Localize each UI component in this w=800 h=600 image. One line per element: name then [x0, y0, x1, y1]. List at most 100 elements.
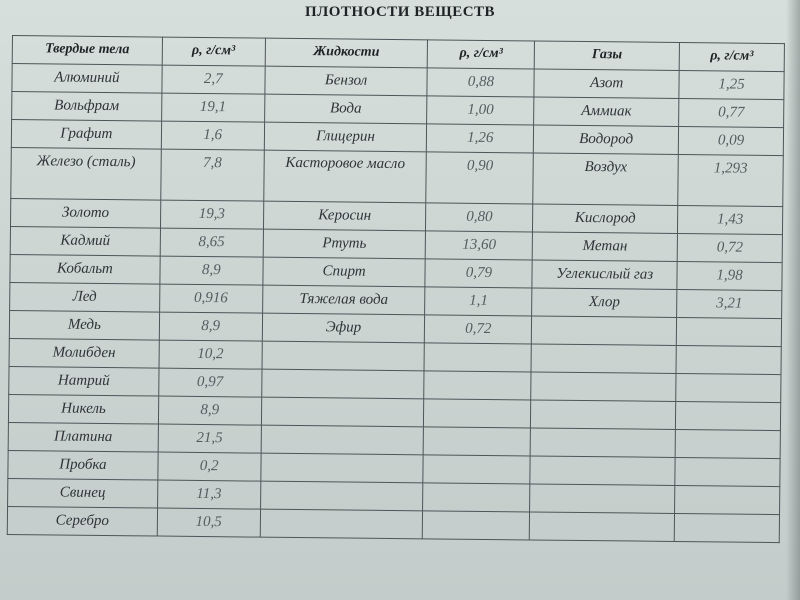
density-cell: 0,77: [678, 98, 784, 128]
density-cell: 0,72: [677, 233, 783, 263]
density-cell: 8,65: [159, 228, 264, 258]
page-title: ПЛОТНОСТИ ВЕЩЕСТВ: [304, 4, 496, 20]
substance-cell: Никель: [8, 394, 159, 425]
density-cell: 8,9: [158, 396, 262, 426]
column-header: ρ, г/см³: [427, 39, 535, 69]
substance-cell: Спирт: [262, 257, 426, 287]
density-cell: [423, 454, 531, 484]
substance-cell: Водород: [533, 124, 679, 155]
density-cell: 0,09: [678, 126, 784, 156]
substance-cell: [261, 341, 425, 371]
substance-cell: Азот: [534, 68, 680, 99]
density-cell: 0,72: [424, 314, 532, 344]
substance-cell: [260, 453, 424, 483]
density-cell: [422, 482, 531, 512]
substance-cell: Платина: [8, 422, 159, 453]
substance-cell: [531, 343, 677, 374]
density-cell: [424, 370, 532, 400]
density-cell: 1,1: [425, 286, 533, 316]
density-cell: 21,5: [157, 424, 262, 454]
density-cell: 8,9: [159, 312, 263, 342]
density-cell: [674, 485, 780, 515]
substance-cell: Кислород: [532, 203, 678, 234]
substance-cell: Аммиак: [533, 96, 679, 127]
density-cell: 1,25: [678, 70, 785, 100]
density-cell: 1,6: [161, 121, 265, 151]
density-cell: 3,21: [676, 289, 782, 319]
substance-cell: Бензол: [264, 66, 428, 96]
density-cell: [675, 373, 781, 403]
density-cell: 13,60: [425, 230, 533, 260]
substance-cell: Тяжелая вода: [262, 285, 426, 315]
substance-cell: Натрий: [8, 366, 159, 397]
density-cell: 0,90: [426, 151, 534, 204]
column-header: ρ, г/см³: [679, 42, 785, 72]
density-cell: [675, 401, 781, 431]
substance-cell: Вода: [264, 94, 428, 124]
substance-cell: Касторовое масло: [263, 150, 427, 203]
density-cell: 19,1: [161, 93, 265, 123]
substance-cell: Медь: [9, 310, 160, 341]
substance-cell: Керосин: [263, 201, 427, 231]
density-cell: 11,3: [157, 480, 261, 510]
density-cell: [422, 510, 530, 540]
density-table: Твердые тела ρ, г/см³ Жидкости ρ, г/см³ Газы…: [7, 35, 785, 543]
density-cell: 0,88: [427, 67, 535, 97]
substance-cell: [529, 511, 675, 542]
density-cell: 19,3: [160, 200, 264, 230]
density-cell: 0,2: [157, 452, 261, 482]
substance-cell: Кобальт: [9, 254, 160, 285]
density-cell: 0,916: [159, 284, 263, 314]
substance-cell: Ртуть: [262, 229, 426, 259]
substance-cell: [261, 369, 425, 399]
density-cell: 8,9: [159, 256, 263, 286]
column-header: ρ, г/см³: [161, 37, 266, 67]
substance-cell: Свинец: [7, 478, 158, 509]
substance-cell: [260, 481, 424, 511]
substance-cell: Хлор: [531, 287, 677, 318]
substance-cell: Золото: [10, 198, 161, 229]
density-cell: 2,7: [161, 65, 265, 95]
substance-cell: Глицерин: [263, 122, 428, 152]
density-cell: 7,8: [160, 149, 264, 202]
substance-cell: Углекислый газ: [532, 259, 678, 290]
density-cell: [676, 345, 782, 375]
density-cell: 1,43: [677, 205, 783, 235]
page-edge-shadow: [786, 0, 800, 600]
density-cell: 0,79: [425, 258, 533, 288]
substance-cell: Эфир: [261, 313, 426, 343]
column-header: Твердые тела: [12, 35, 163, 66]
density-cell: 1,293: [677, 154, 784, 207]
substance-cell: [531, 315, 677, 346]
substance-cell: [530, 399, 676, 430]
density-cell: [675, 429, 781, 459]
column-header: Жидкости: [264, 38, 428, 68]
substance-cell: [260, 425, 424, 455]
column-header: Газы: [534, 40, 680, 71]
substance-cell: [529, 483, 675, 514]
density-cell: [423, 398, 531, 428]
substance-cell: Серебро: [7, 506, 158, 537]
substance-cell: Пробка: [7, 450, 158, 481]
density-cell: 1,00: [427, 95, 535, 125]
substance-cell: [530, 427, 676, 458]
density-cell: 0,97: [158, 368, 262, 398]
density-cell: [676, 317, 782, 347]
substance-cell: Железо (сталь): [10, 147, 162, 201]
substance-cell: [530, 371, 677, 402]
density-cell: [423, 426, 531, 456]
density-cell: [424, 342, 532, 372]
substance-cell: Вольфрам: [11, 91, 162, 122]
substance-cell: Воздух: [533, 152, 679, 206]
substance-cell: [261, 397, 425, 427]
substance-cell: Графит: [11, 119, 162, 150]
substance-cell: Молибден: [9, 338, 160, 369]
density-cell: [674, 513, 780, 543]
density-cell: [674, 457, 781, 487]
density-cell: 10,5: [157, 508, 261, 538]
substance-cell: [530, 455, 676, 486]
density-cell: 0,80: [425, 202, 534, 232]
table-row: Железо (сталь) 7,8 Касторовое масло 0,90 Воз…: [10, 147, 784, 207]
substance-cell: Кадмий: [10, 226, 161, 257]
density-cell: 1,26: [426, 123, 534, 153]
